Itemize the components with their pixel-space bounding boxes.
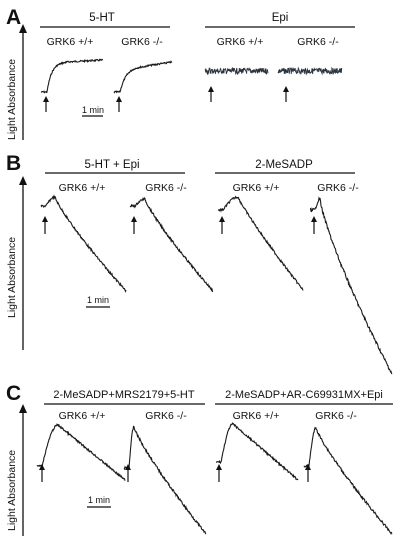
genotype-label-c2-ko: GRK6 -/- (315, 410, 357, 422)
agonist-arrow (116, 96, 122, 112)
y-axis-arrowhead-a (19, 24, 27, 33)
scale-bar-label-b: 1 min (87, 295, 109, 305)
trace-a-5ht-wt (40, 58, 104, 94)
trace-a-5ht-ko (113, 60, 173, 94)
genotype-label-a1-ko: GRK6 -/- (121, 36, 163, 48)
genotype-label-c1-ko: GRK6 -/- (145, 410, 187, 422)
agonist-arrow (131, 216, 137, 234)
agonist-arrow (305, 464, 311, 482)
agonist-arrows-c (39, 464, 311, 482)
scale-bar-label-a: 1 min (82, 105, 104, 115)
genotype-label-c2-wt: GRK6 +/+ (233, 410, 280, 422)
genotype-label-a2-ko: GRK6 -/- (297, 36, 339, 48)
group-label-b2: 2-MeSADP (255, 159, 313, 171)
y-axis-arrowhead-b (19, 176, 27, 185)
y-axis-label-a: Light Absorbance (6, 59, 18, 140)
y-axis-label-b: Light Absorbance (6, 237, 18, 318)
agonist-arrow (43, 96, 49, 112)
trace-a-epi-wt (204, 66, 269, 76)
genotype-label-b1-wt: GRK6 +/+ (59, 182, 106, 194)
trace-b-2mesadp-wt (217, 195, 304, 291)
agonist-arrow (125, 464, 131, 482)
agonist-arrow (283, 86, 289, 102)
y-axis-label-c: Light Absorbance (6, 450, 18, 531)
agonist-arrow (39, 464, 45, 482)
trace-c-arc-epi-ko (303, 426, 393, 536)
trace-b-2mesadp-ko (309, 196, 393, 375)
group-label-c2: 2-MeSADP+AR-C69931MX+Epi (225, 389, 383, 401)
group-label-b1: 5-HT + Epi (84, 159, 139, 171)
genotype-label-c1-wt: GRK6 +/+ (59, 410, 106, 422)
scale-bar-label-c: 1 min (88, 495, 110, 505)
trace-c-arc-epi-wt (216, 422, 299, 481)
agonist-arrow (219, 216, 225, 234)
trace-c-mrs-5ht-wt (36, 423, 126, 481)
panel-letter-b: B (6, 152, 21, 175)
agonist-arrow (208, 86, 214, 102)
panel-c: C Light Absorbance 2-MeSADP+MRS2179+5-HT… (6, 382, 393, 536)
agonist-arrow (216, 464, 222, 482)
panel-letter-a: A (6, 6, 21, 29)
group-label-a2: Epi (272, 12, 289, 24)
trace-c-mrs-5ht-ko (123, 425, 207, 535)
group-label-a1: 5-HT (89, 12, 115, 24)
agonist-arrow (311, 216, 317, 234)
panel-a: A Light Absorbance 5-HT GRK6 +/+ GRK6 -/… (6, 6, 355, 140)
agonist-arrow (42, 216, 48, 234)
genotype-label-a2-wt: GRK6 +/+ (217, 36, 264, 48)
genotype-label-b2-ko: GRK6 -/- (317, 182, 359, 194)
genotype-label-b2-wt: GRK6 +/+ (233, 182, 280, 194)
panel-b: B Light Absorbance 5-HT + Epi GRK6 +/+ G… (6, 152, 393, 375)
y-axis-arrowhead-c (19, 404, 27, 413)
trace-b-5ht-epi-ko (129, 197, 214, 293)
trace-a-epi-ko (277, 66, 343, 76)
agonist-arrows-b (42, 216, 317, 234)
genotype-label-a1-wt: GRK6 +/+ (47, 36, 94, 48)
trace-b-5ht-epi-wt (40, 194, 127, 293)
panel-letter-c: C (6, 382, 21, 405)
genotype-label-b1-ko: GRK6 -/- (145, 182, 187, 194)
group-label-c1: 2-MeSADP+MRS2179+5-HT (53, 389, 195, 401)
agonist-arrows-a (43, 86, 289, 112)
